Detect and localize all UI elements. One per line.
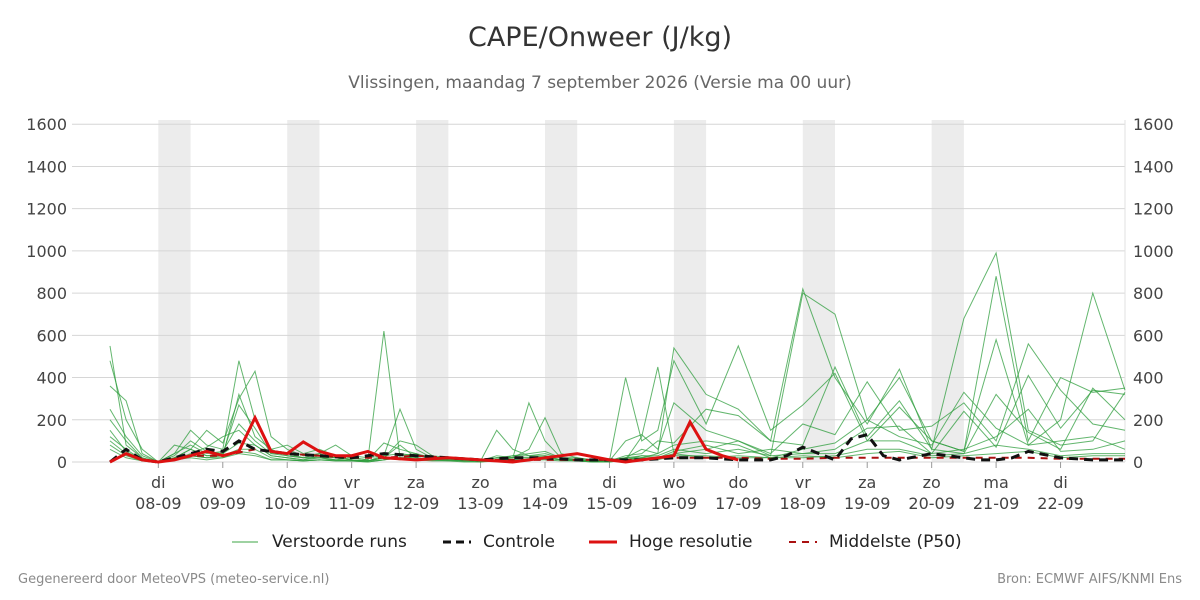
x-tick-day: ma bbox=[983, 473, 1008, 492]
ensemble-member-line bbox=[109, 365, 1126, 463]
legend-label: Hoge resolutie bbox=[629, 532, 753, 552]
x-tick-date: 12-09 bbox=[393, 494, 440, 513]
y-tick-label-right: 1600 bbox=[1133, 115, 1174, 134]
x-tick-day: do bbox=[728, 473, 748, 492]
ensemble-member-line bbox=[109, 251, 1126, 463]
legend-item-controle[interactable]: Controle bbox=[443, 530, 555, 554]
y-tick-label: 1400 bbox=[26, 157, 67, 176]
x-tick-date: 21-09 bbox=[973, 494, 1020, 513]
legend-item-hoge-resolutie[interactable]: Hoge resolutie bbox=[589, 530, 753, 554]
x-tick-day: ma bbox=[532, 473, 557, 492]
legend-label: Verstoorde runs bbox=[272, 532, 407, 552]
x-tick-day: zo bbox=[471, 473, 489, 492]
x-tick-date: 11-09 bbox=[328, 494, 375, 513]
ensemble-member-line bbox=[109, 448, 1125, 463]
y-tick-label-right: 0 bbox=[1133, 453, 1143, 472]
x-tick-day: di bbox=[151, 473, 166, 492]
x-tick-day: wo bbox=[211, 473, 234, 492]
y-tick-label-right: 1400 bbox=[1133, 157, 1174, 176]
x-tick-day: vr bbox=[795, 473, 811, 492]
y-tick-label: 1200 bbox=[26, 200, 67, 219]
night-band bbox=[802, 120, 835, 462]
legend-item-middelste-p50[interactable]: Middelste (P50) bbox=[789, 530, 962, 554]
x-tick-date: 18-09 bbox=[780, 494, 827, 513]
x-tick-date: 13-09 bbox=[457, 494, 504, 513]
x-tick-day: zo bbox=[923, 473, 941, 492]
x-tick-day: di bbox=[1053, 473, 1068, 492]
night-band bbox=[416, 120, 449, 462]
night-band bbox=[158, 120, 191, 462]
chart-legend: Verstoorde runs Controle Hoge resolutie … bbox=[0, 530, 1200, 554]
y-tick-label: 800 bbox=[36, 284, 67, 303]
night-band bbox=[673, 120, 707, 462]
y-tick-label-right: 200 bbox=[1133, 411, 1164, 430]
y-tick-label-right: 600 bbox=[1133, 326, 1164, 345]
x-tick-day: di bbox=[602, 473, 617, 492]
legend-swatch-red-solid bbox=[589, 540, 617, 544]
x-tick-date: 16-09 bbox=[651, 494, 698, 513]
legend-swatch-thin-green bbox=[232, 541, 258, 543]
x-tick-date: 17-09 bbox=[715, 494, 762, 513]
x-tick-date: 14-09 bbox=[522, 494, 569, 513]
night-band bbox=[931, 120, 964, 462]
night-band bbox=[545, 120, 578, 462]
ensemble-member-line bbox=[109, 391, 1126, 463]
y-tick-label: 200 bbox=[36, 411, 67, 430]
x-tick-date: 09-09 bbox=[200, 494, 247, 513]
footer-source: Bron: ECMWF AIFS/KNMI Ens bbox=[997, 572, 1182, 587]
legend-label: Middelste (P50) bbox=[829, 532, 962, 552]
hoge-resolutie-line bbox=[109, 414, 739, 464]
x-tick-date: 15-09 bbox=[586, 494, 633, 513]
y-tick-label: 400 bbox=[36, 369, 67, 388]
y-tick-label-right: 1000 bbox=[1133, 242, 1174, 261]
footer-generator: Gegenereerd door MeteoVPS (meteo-service… bbox=[18, 572, 330, 587]
x-tick-date: 22-09 bbox=[1037, 494, 1084, 513]
y-tick-label: 600 bbox=[36, 326, 67, 345]
x-tick-day: wo bbox=[662, 473, 685, 492]
night-band bbox=[287, 120, 320, 462]
y-tick-label: 1600 bbox=[26, 115, 67, 134]
x-tick-day: za bbox=[858, 473, 876, 492]
chart-subtitle: Vlissingen, maandag 7 september 2026 (Ve… bbox=[348, 73, 852, 93]
legend-swatch-black-dashed bbox=[443, 540, 471, 544]
legend-label: Controle bbox=[483, 532, 555, 552]
y-tick-label-right: 400 bbox=[1133, 369, 1164, 388]
y-tick-label-right: 1200 bbox=[1133, 200, 1174, 219]
y-tick-label: 1000 bbox=[26, 242, 67, 261]
x-tick-date: 19-09 bbox=[844, 494, 891, 513]
x-tick-day: vr bbox=[344, 473, 360, 492]
x-tick-date: 10-09 bbox=[264, 494, 311, 513]
y-tick-label: 0 bbox=[57, 453, 67, 472]
x-tick-date: 20-09 bbox=[908, 494, 955, 513]
chart-title: CAPE/Onweer (J/kg) bbox=[467, 22, 732, 53]
x-tick-date: 08-09 bbox=[135, 494, 182, 513]
y-tick-label-right: 800 bbox=[1133, 284, 1164, 303]
legend-swatch-darkred-dashed bbox=[789, 541, 817, 543]
legend-item-verstoorde-runs[interactable]: Verstoorde runs bbox=[232, 530, 407, 554]
x-tick-day: za bbox=[407, 473, 425, 492]
x-tick-day: do bbox=[277, 473, 297, 492]
